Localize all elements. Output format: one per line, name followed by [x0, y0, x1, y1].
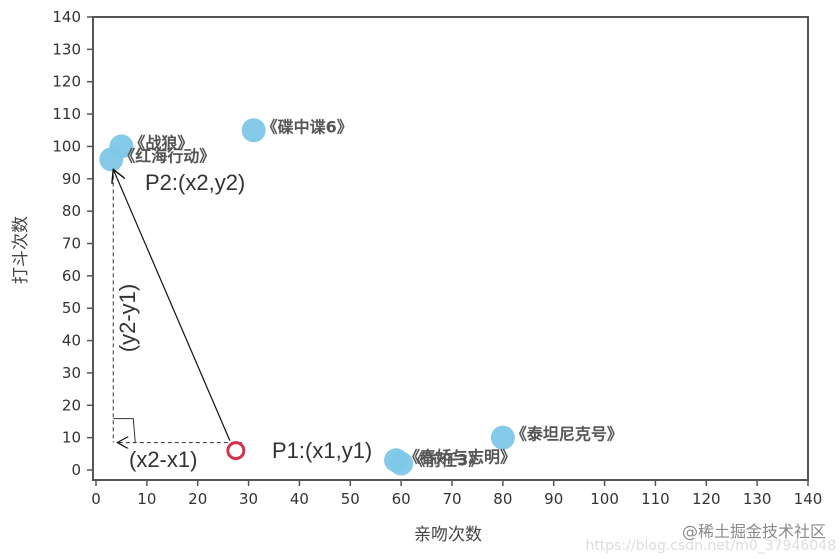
right-angle-mark	[113, 418, 136, 443]
x-axis-title: 亲吻次数	[414, 525, 482, 545]
x-tick-label: 100	[590, 490, 619, 508]
x-tick-label: 10	[137, 490, 156, 508]
watermark-url: https://blog.csdn.net/m0_37946048	[585, 538, 836, 554]
plot-frame	[92, 16, 809, 481]
x-tick-label: 110	[641, 490, 670, 508]
y-tick-label: 140	[52, 8, 81, 26]
p1-to-p2-arrow	[113, 169, 231, 441]
data-point-label: 《红海行动》	[119, 146, 215, 165]
data-point-label: 《春娇与志明》	[404, 447, 516, 466]
x-tick-label: 20	[188, 490, 207, 508]
x-axis: 0 10 20 30 40 50 60 70 80 90 100 110 120 130 140	[91, 480, 822, 508]
annotation-overlay: P1:(x1,y1) P2:(x2,y2) (x2-x1) (y2-y1)	[113, 169, 372, 472]
y-tick-label: 130	[52, 40, 81, 58]
x-tick-label: 40	[290, 490, 309, 508]
x-tick-label: 130	[743, 490, 772, 508]
x-tick-label: 90	[544, 490, 563, 508]
data-point	[490, 425, 515, 450]
y-axis: 0 10 20 30 40 50 60 70 80 90 100 110 120 130 140	[52, 8, 93, 479]
x-tick-label: 50	[341, 490, 360, 508]
x-tick-label: 60	[392, 490, 411, 508]
y-tick-label: 60	[62, 267, 81, 285]
x-tick-label: 70	[442, 490, 461, 508]
y-tick-label: 70	[62, 235, 81, 253]
y-tick-label: 50	[62, 299, 81, 317]
y-tick-label: 100	[52, 137, 81, 155]
p2-label: P2:(x2,y2)	[145, 170, 245, 195]
dx-label: (x2-x1)	[129, 447, 197, 472]
data-point	[384, 448, 409, 473]
x-tick-label: 140	[794, 490, 823, 508]
x-tick-label: 0	[91, 490, 101, 508]
y-tick-label: 20	[62, 396, 81, 414]
y-tick-label: 90	[62, 170, 81, 188]
x-tick-label: 30	[239, 490, 258, 508]
y-tick-label: 0	[71, 461, 81, 479]
y-tick-label: 40	[62, 332, 81, 350]
y-tick-label: 80	[62, 202, 81, 220]
data-point-label: 《前任3》	[409, 451, 484, 470]
data-point-label: 《碟中谍6》	[262, 117, 353, 136]
data-points: 《战狼》《红海行动》 《碟中谍6》《泰坦尼克号》《前任3》《春娇与志明》	[99, 117, 623, 476]
data-point	[241, 118, 266, 143]
y-tick-label: 110	[52, 105, 81, 123]
dy-label: (y2-y1)	[115, 284, 140, 352]
p1-label: P1:(x1,y1)	[272, 438, 372, 463]
p1-marker	[226, 441, 246, 461]
y-tick-label: 30	[62, 364, 81, 382]
x-tick-label: 120	[692, 490, 721, 508]
data-point-label: 《战狼》	[129, 133, 193, 152]
watermark: @稀土掘金技术社区	[682, 522, 826, 541]
y-tick-label: 120	[52, 73, 81, 91]
y-tick-label: 10	[62, 429, 81, 447]
x-tick-label: 80	[493, 490, 512, 508]
data-point-label: 《泰坦尼克号》	[511, 425, 623, 444]
y-axis-title: 打斗次数	[11, 216, 31, 284]
data-point	[99, 147, 124, 172]
